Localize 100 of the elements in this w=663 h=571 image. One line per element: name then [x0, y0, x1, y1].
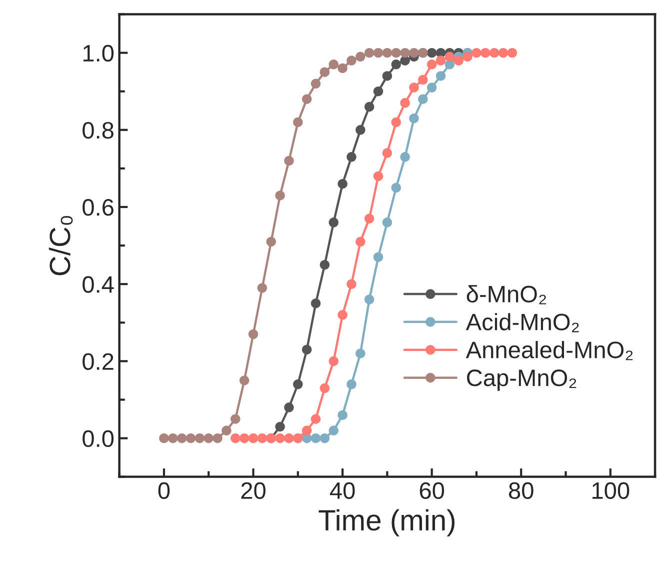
point — [418, 74, 428, 85]
point — [472, 48, 482, 58]
x-tick-label: 0 — [158, 482, 170, 499]
point — [320, 433, 330, 444]
point — [212, 433, 222, 444]
point — [346, 152, 356, 162]
x-tick-label: 80 — [509, 482, 534, 499]
point — [373, 86, 384, 96]
point — [356, 348, 366, 358]
point — [302, 94, 312, 104]
y-tick-label: 0.4 — [82, 276, 114, 293]
point — [310, 78, 321, 89]
point — [373, 171, 384, 182]
point — [239, 376, 250, 386]
point — [356, 125, 366, 135]
point — [418, 94, 428, 104]
point — [400, 48, 410, 58]
point — [364, 294, 374, 304]
point — [462, 52, 472, 62]
point — [284, 156, 294, 166]
point — [356, 236, 366, 247]
point — [275, 190, 285, 200]
point — [248, 329, 258, 340]
point — [364, 48, 374, 58]
point — [480, 48, 490, 58]
y-tick-label: 0.2 — [82, 353, 114, 370]
legend-label: Acid-MnO₂ — [466, 313, 579, 332]
point — [293, 117, 303, 128]
legend-label: δ-MnO₂ — [466, 285, 546, 304]
y-tick-label: 0.0 — [82, 430, 114, 448]
x-tick-label: 40 — [330, 482, 355, 499]
point — [373, 48, 384, 58]
point — [266, 236, 276, 247]
point — [391, 60, 401, 70]
point — [222, 426, 232, 436]
point — [320, 383, 330, 393]
point — [230, 414, 240, 424]
point — [320, 260, 330, 270]
y-axis-title: C/C₀ — [48, 216, 73, 276]
point — [373, 252, 384, 262]
point — [310, 414, 321, 424]
point — [382, 48, 392, 58]
point — [284, 433, 294, 444]
point — [328, 60, 338, 70]
point — [409, 48, 419, 58]
point — [507, 48, 518, 58]
point — [310, 298, 321, 308]
y-tick-label: 0.8 — [82, 122, 114, 139]
point — [275, 422, 285, 432]
point — [426, 48, 437, 58]
point — [239, 433, 250, 444]
legend-label: Cap-MnO₂ — [467, 370, 576, 391]
point — [186, 433, 196, 444]
point — [426, 60, 437, 70]
point — [356, 52, 366, 62]
point — [176, 433, 187, 444]
legend-label: Annealed-MnO₂ — [466, 340, 633, 360]
point — [346, 56, 356, 66]
point — [293, 379, 303, 390]
point — [346, 379, 356, 390]
point — [310, 433, 321, 444]
point — [248, 433, 258, 444]
y-tick-label: 1.0 — [83, 44, 114, 62]
point — [284, 402, 294, 412]
point — [382, 71, 392, 81]
point — [257, 433, 268, 444]
point — [302, 344, 312, 354]
point — [338, 179, 348, 189]
point — [328, 426, 338, 436]
y-tick-label: 0.6 — [82, 199, 114, 216]
point — [364, 214, 374, 224]
point — [391, 117, 401, 128]
point — [391, 182, 401, 193]
x-tick-label: 20 — [241, 482, 266, 499]
point — [498, 48, 508, 58]
point — [275, 433, 285, 444]
point — [346, 279, 356, 289]
point — [489, 48, 500, 58]
point — [338, 310, 348, 320]
point — [328, 218, 338, 228]
point — [338, 63, 348, 74]
point — [409, 82, 419, 92]
point — [168, 433, 178, 444]
point — [364, 102, 374, 112]
point — [204, 433, 214, 444]
point — [436, 56, 446, 66]
x-axis-title: Time (min) — [318, 509, 455, 536]
point — [391, 48, 401, 58]
point — [444, 52, 455, 62]
point — [230, 433, 240, 444]
x-tick-label: 60 — [420, 482, 444, 499]
point — [194, 433, 205, 444]
point — [409, 113, 419, 124]
point — [400, 98, 410, 108]
point — [426, 82, 437, 92]
point — [338, 410, 348, 420]
x-tick-label: 100 — [592, 482, 630, 499]
point — [382, 148, 392, 158]
point — [302, 426, 312, 436]
point — [257, 283, 268, 293]
